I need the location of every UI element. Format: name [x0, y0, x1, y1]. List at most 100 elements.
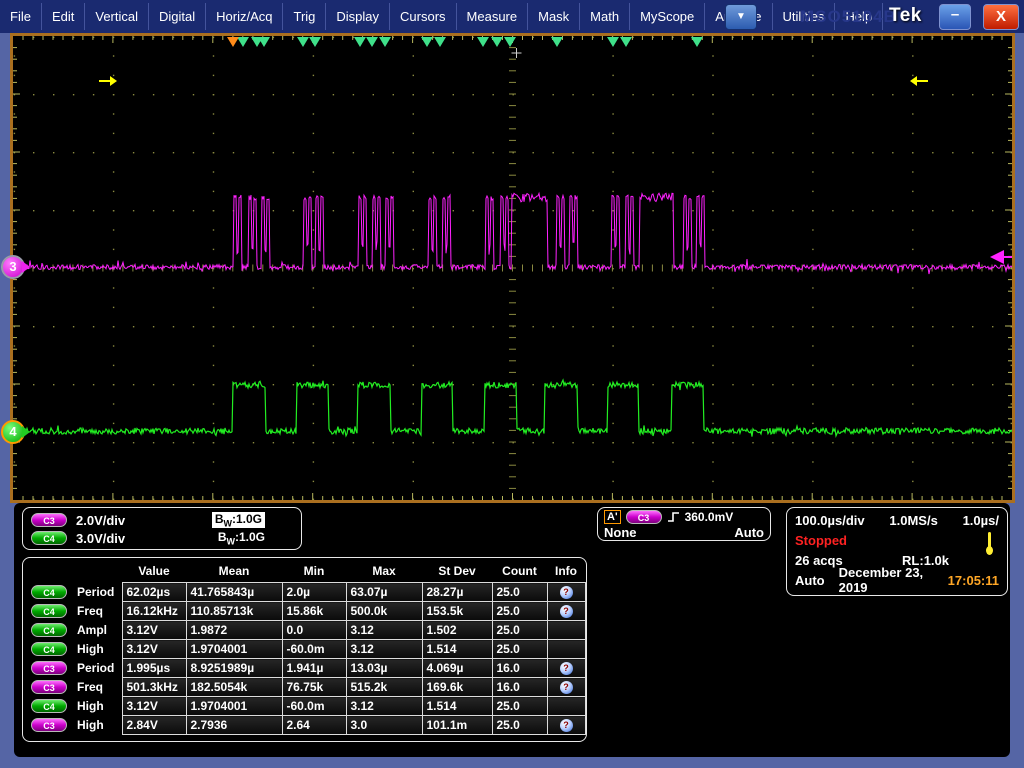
- channel-4-scale: 3.0V/div: [76, 530, 126, 546]
- channel-pill-c3[interactable]: C3: [31, 513, 67, 527]
- measurement-max-cell: 63.07µ: [345, 582, 423, 602]
- measurement-row-c4-period: C4 Period 62.02µs 41.765843µ 2.0µ 63.07µ 28.27…: [27, 582, 586, 602]
- measurement-stdev-cell: 1.514: [421, 696, 493, 716]
- measurement-label-cell: C3 Period: [27, 659, 122, 678]
- measurement-name: Freq: [77, 679, 104, 694]
- channel-pill-c3[interactable]: C3: [31, 661, 67, 676]
- info-icon[interactable]: ?: [559, 719, 573, 733]
- info-icon[interactable]: ?: [559, 605, 573, 619]
- info-icon[interactable]: ?: [559, 586, 573, 600]
- measurement-mean-cell: 1.9704001: [185, 696, 283, 716]
- measurement-count-cell: 25.0: [491, 601, 548, 621]
- trigger-mode-label: Auto: [795, 572, 825, 588]
- meas-header-max: Max: [372, 564, 396, 578]
- measurement-value-cell: 3.12V: [121, 696, 187, 716]
- measurement-mean-cell: 110.85713k: [185, 601, 283, 621]
- measurement-value-cell: 2.84V: [121, 715, 187, 735]
- measurement-value-cell: 3.12V: [121, 620, 187, 640]
- measurement-count-cell: 25.0: [491, 620, 548, 640]
- resolution-value: 1.0µs/: [962, 512, 999, 528]
- menu-trig[interactable]: Trig: [283, 3, 327, 30]
- temperature-icon: [986, 532, 993, 556]
- scope-model-label: MSO5104B: [800, 7, 897, 26]
- trigger-readout-panel[interactable]: A' C3 360.0mV None Auto: [597, 507, 771, 541]
- measurement-count-cell: 25.0: [491, 715, 548, 735]
- menu-display[interactable]: Display: [326, 3, 391, 30]
- menu-mask[interactable]: Mask: [528, 3, 581, 30]
- measurement-value-cell: 1.995µs: [121, 658, 187, 678]
- measurement-mean-cell: 182.5054k: [185, 677, 283, 697]
- channel-4-marker[interactable]: 4: [1, 420, 30, 444]
- measurement-info-cell: [546, 639, 586, 659]
- menu-help[interactable]: Help: [835, 3, 884, 30]
- menu-myscope[interactable]: MyScope: [630, 3, 706, 30]
- menu-digital[interactable]: Digital: [149, 3, 207, 30]
- minimize-button[interactable]: –: [939, 4, 971, 30]
- measurement-row-c4-freq: C4 Freq 16.12kHz 110.85713k 15.86k 500.0k 153.…: [27, 601, 586, 621]
- menu-edit[interactable]: Edit: [42, 3, 86, 30]
- channel-pill-c3[interactable]: C3: [31, 680, 67, 695]
- scope-canvas[interactable]: [13, 36, 1012, 500]
- measurement-label-cell: C3 High: [27, 716, 122, 735]
- channel-pill-c4[interactable]: C4: [31, 604, 67, 619]
- measurement-min-cell: 76.75k: [281, 677, 347, 697]
- channel-readout-panel[interactable]: C3 2.0V/div BW:1.0G C4 3.0V/div BW:1.0G: [22, 507, 302, 550]
- measurement-name: High: [77, 641, 104, 656]
- measurement-table-panel: Value Mean Min Max St Dev Count Info C4 Period 6…: [22, 557, 587, 742]
- measurement-max-cell: 3.0: [345, 715, 423, 735]
- measurement-stdev-cell: 169.6k: [421, 677, 493, 697]
- waveform-display[interactable]: [10, 33, 1015, 503]
- menu-measure[interactable]: Measure: [457, 3, 529, 30]
- measurement-row-c4-high: C4 High 3.12V 1.9704001 -60.0m 3.12 1.514 25.0: [27, 696, 586, 716]
- measurement-name: High: [77, 717, 104, 732]
- record-length: RL:1.0k: [902, 552, 949, 568]
- info-icon[interactable]: ?: [559, 681, 573, 695]
- measurement-min-cell: -60.0m: [281, 639, 347, 659]
- menu-bar: File Edit Vertical Digital Horiz/Acq Trig Disp…: [0, 0, 1024, 33]
- meas-header-min: Min: [303, 564, 325, 578]
- menu-utilities[interactable]: Utilities: [773, 3, 836, 30]
- measurement-max-cell: 3.12: [345, 620, 423, 640]
- measurement-max-cell: 500.0k: [345, 601, 423, 621]
- measurement-info-cell: ?: [546, 601, 586, 621]
- meas-header-value: Value: [138, 564, 170, 578]
- menu-overflow-dropdown-button[interactable]: ▼: [725, 4, 757, 30]
- menu-vertical[interactable]: Vertical: [85, 3, 149, 30]
- close-button[interactable]: X: [983, 4, 1019, 30]
- channel-pill-c4[interactable]: C4: [31, 699, 67, 714]
- channel-pill-c3[interactable]: C3: [31, 718, 67, 733]
- channel-4-readout[interactable]: C4 3.0V/div BW:1.0G: [31, 529, 293, 547]
- measurement-min-cell: 2.64: [281, 715, 347, 735]
- measurement-stdev-cell: 153.5k: [421, 601, 493, 621]
- channel-3-readout[interactable]: C3 2.0V/div BW:1.0G: [31, 511, 293, 529]
- measurement-min-cell: 15.86k: [281, 601, 347, 621]
- channel-pill-c4[interactable]: C4: [31, 531, 67, 545]
- measurement-value-cell: 62.02µs: [121, 582, 187, 602]
- menu-file[interactable]: File: [0, 3, 42, 30]
- channel-pill-c4[interactable]: C4: [31, 585, 67, 600]
- channel-pill-c4[interactable]: C4: [31, 623, 67, 638]
- acquisition-count: 26 acqs: [795, 552, 843, 568]
- measurement-mean-cell: 1.9704001: [185, 639, 283, 659]
- measurement-info-cell: [546, 620, 586, 640]
- channel-3-bandwidth: BW:1.0G: [211, 511, 265, 529]
- menu-horiz-acq[interactable]: Horiz/Acq: [206, 3, 284, 30]
- channel-3-marker[interactable]: 3: [1, 255, 30, 279]
- measurement-min-cell: -60.0m: [281, 696, 347, 716]
- measurement-stdev-cell: 4.069µ: [421, 658, 493, 678]
- menu-cursors[interactable]: Cursors: [390, 3, 457, 30]
- measurement-mean-cell: 8.9251989µ: [185, 658, 283, 678]
- timebase-value: 100.0µs/div: [795, 512, 865, 528]
- sample-rate-value: 1.0MS/s: [889, 512, 938, 528]
- measurement-max-cell: 515.2k: [345, 677, 423, 697]
- measurement-stdev-cell: 101.1m: [421, 715, 493, 735]
- measurement-stdev-cell: 1.514: [421, 639, 493, 659]
- trigger-source-pill[interactable]: C3: [625, 510, 662, 524]
- channel-pill-c4[interactable]: C4: [31, 642, 67, 657]
- measurement-count-cell: 25.0: [491, 696, 548, 716]
- measurement-value-cell: 16.12kHz: [121, 601, 187, 621]
- acquisition-panel[interactable]: 100.0µs/div 1.0MS/s 1.0µs/ Stopped 26 ac…: [786, 507, 1008, 596]
- menu-math[interactable]: Math: [580, 3, 631, 30]
- info-icon[interactable]: ?: [559, 662, 573, 676]
- measurement-row-c3-freq: C3 Freq 501.3kHz 182.5054k 76.75k 515.2k 169.6…: [27, 677, 586, 697]
